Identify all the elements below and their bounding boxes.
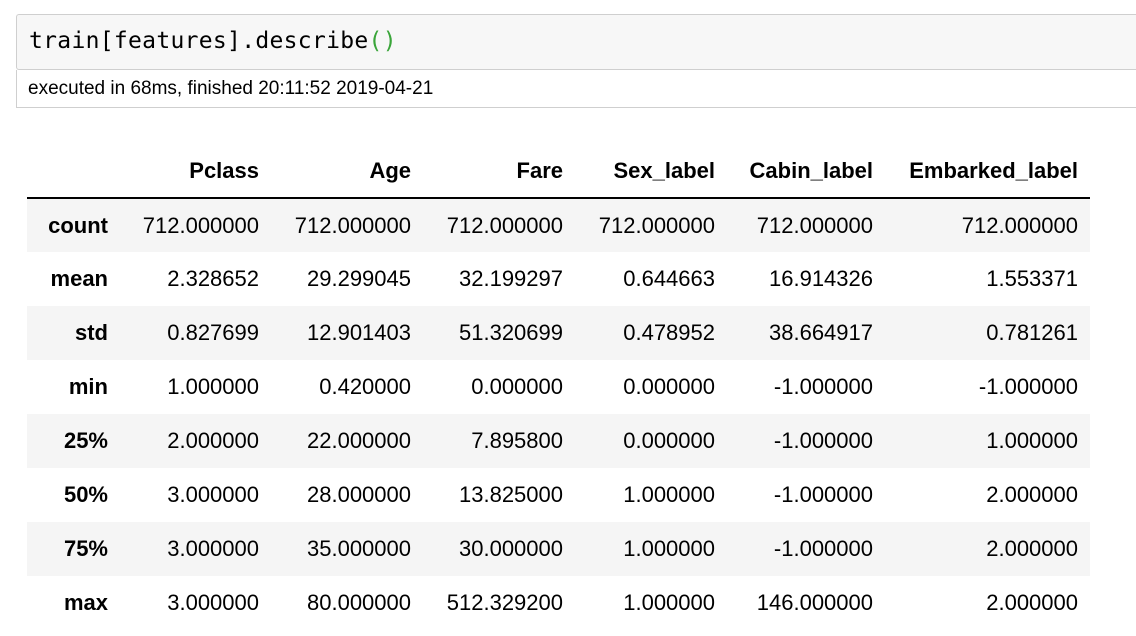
table-cell: 712.000000: [446, 212, 563, 238]
table-cell: 32.199297: [459, 266, 563, 291]
table-cell: 28.000000: [307, 482, 411, 507]
table-cell: 0.000000: [471, 374, 563, 399]
code-parentheses: (): [368, 28, 397, 54]
table-cell: 0.827699: [167, 320, 259, 345]
row-index-label: max: [63, 590, 108, 615]
code-input-area[interactable]: train[features].describe(): [16, 14, 1136, 70]
table-cell: 2.000000: [167, 428, 259, 453]
table-cell: 12.901403: [307, 320, 411, 345]
execution-info-bar: executed in 68ms, finished 20:11:52 2019…: [16, 70, 1136, 108]
row-index-label: 50%: [63, 482, 108, 507]
describe-output-table: Pclass Age Fare Sex_label Cabin_label Em…: [27, 145, 1090, 630]
table-row: max 3.000000 80.000000 512.329200 1.0000…: [27, 576, 1090, 630]
table-cell: 146.000000: [756, 590, 873, 615]
table-row: 25% 2.000000 22.000000 7.895800 0.000000…: [27, 414, 1090, 468]
column-header: Sex_label: [575, 145, 727, 199]
table-cell: 712.000000: [756, 212, 873, 238]
table-cell: -1.000000: [773, 482, 873, 507]
table-cell: 0.644663: [623, 266, 715, 291]
row-index-label: min: [68, 374, 108, 399]
table-cell: 1.553371: [986, 266, 1078, 291]
execution-time-text: executed in 68ms, finished 20:11:52 2019…: [28, 78, 434, 99]
table-cell: 35.000000: [307, 536, 411, 561]
table-row: mean 2.328652 29.299045 32.199297 0.6446…: [27, 252, 1090, 306]
table-cell: 0.000000: [623, 374, 715, 399]
table-cell: 0.781261: [986, 320, 1078, 345]
table-cell: 30.000000: [459, 536, 563, 561]
table-cell: 29.299045: [307, 266, 411, 291]
table-cell: -1.000000: [978, 374, 1078, 399]
table-cell: 7.895800: [471, 428, 563, 453]
table-cell: 1.000000: [986, 428, 1078, 453]
row-index-label: count: [48, 212, 108, 238]
table-cell: 1.000000: [623, 482, 715, 507]
table-row: count 712.000000 712.000000 712.000000 7…: [27, 198, 1090, 252]
table-cell: 0.420000: [319, 374, 411, 399]
column-header: Fare: [423, 145, 575, 199]
table-cell: 0.478952: [623, 320, 715, 345]
code-text: train[features].describe: [29, 28, 369, 54]
table-cell: 51.320699: [459, 320, 563, 345]
table-header-row: Pclass Age Fare Sex_label Cabin_label Em…: [27, 145, 1090, 199]
table-cell: 1.000000: [623, 536, 715, 561]
table-cell: -1.000000: [773, 374, 873, 399]
table-cell: 2.000000: [986, 590, 1078, 615]
table-row: 75% 3.000000 35.000000 30.000000 1.00000…: [27, 522, 1090, 576]
code-line[interactable]: train[features].describe(): [29, 28, 397, 54]
table-cell: 16.914326: [769, 266, 873, 291]
column-header: Pclass: [120, 145, 271, 199]
row-index-label: mean: [50, 266, 108, 291]
table-cell: 13.825000: [459, 482, 563, 507]
table-cell: 712.000000: [961, 212, 1078, 238]
index-header: [27, 145, 120, 199]
table-cell: 80.000000: [307, 590, 411, 615]
table-cell: 712.000000: [142, 212, 259, 238]
table-cell: 712.000000: [294, 212, 411, 238]
table-cell: -1.000000: [773, 536, 873, 561]
table-cell: 2.000000: [986, 482, 1078, 507]
table-cell: 2.000000: [986, 536, 1078, 561]
table-row: 50% 3.000000 28.000000 13.825000 1.00000…: [27, 468, 1090, 522]
column-header: Embarked_label: [885, 145, 1090, 199]
table-cell: 1.000000: [623, 590, 715, 615]
row-index-label: 25%: [63, 428, 108, 453]
table-cell: 3.000000: [167, 536, 259, 561]
table-cell: 2.328652: [167, 266, 259, 291]
table-cell: 22.000000: [307, 428, 411, 453]
table-cell: 1.000000: [167, 374, 259, 399]
table-cell: 0.000000: [623, 428, 715, 453]
column-header: Cabin_label: [727, 145, 885, 199]
table-cell: 3.000000: [167, 482, 259, 507]
row-index-label: std: [75, 320, 108, 345]
table-row: min 1.000000 0.420000 0.000000 0.000000 …: [27, 360, 1090, 414]
table-cell: 512.329200: [446, 590, 563, 615]
column-header: Age: [271, 145, 423, 199]
table-cell: 3.000000: [167, 590, 259, 615]
table-cell: -1.000000: [773, 428, 873, 453]
row-index-label: 75%: [63, 536, 108, 561]
table-cell: 712.000000: [598, 212, 715, 238]
table-cell: 38.664917: [769, 320, 873, 345]
table-row: std 0.827699 12.901403 51.320699 0.47895…: [27, 306, 1090, 360]
